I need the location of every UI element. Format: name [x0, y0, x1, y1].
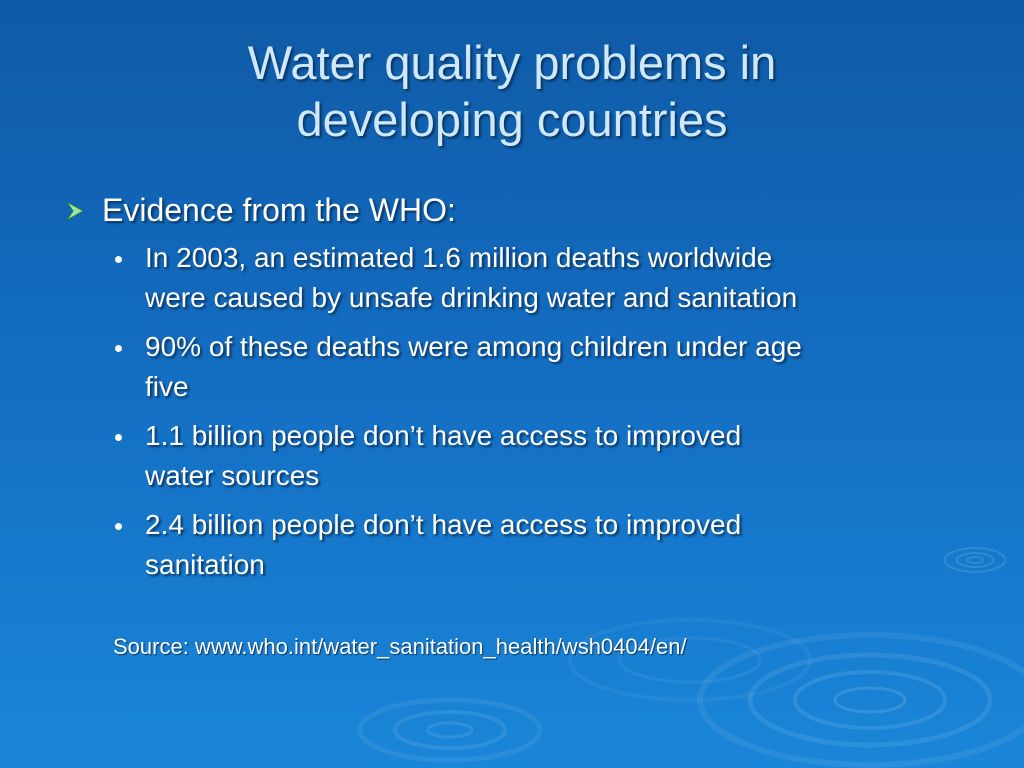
list-item-line: 2.4 billion people don’t have access to … [145, 509, 742, 540]
slide-title: Water quality problems in developing cou… [0, 34, 1024, 148]
bullet-list: In 2003, an estimated 1.6 million deaths… [60, 238, 960, 585]
list-item-line: were caused by unsafe drinking water and… [145, 282, 798, 313]
dot-icon [115, 345, 122, 352]
slide-content: Evidence from the WHO: In 2003, an estim… [60, 190, 960, 594]
dot-icon [115, 256, 122, 263]
heading-text: Evidence from the WHO: [102, 192, 456, 228]
title-line: developing countries [296, 93, 728, 146]
list-item-line: water sources [145, 460, 320, 491]
list-item: 1.1 billion people don’t have access to … [60, 416, 960, 496]
arrow-right-icon [66, 201, 85, 221]
list-item-line: five [145, 371, 189, 402]
list-item-line: 1.1 billion people don’t have access to … [145, 420, 742, 451]
dot-icon [115, 523, 122, 530]
list-item-line: sanitation [145, 549, 265, 580]
list-item: In 2003, an estimated 1.6 million deaths… [60, 238, 960, 318]
source-citation: Source: www.who.int/water_sanitation_hea… [113, 634, 687, 659]
title-line: Water quality problems in [247, 36, 777, 89]
list-item-line: In 2003, an estimated 1.6 million deaths… [145, 242, 773, 273]
dot-icon [115, 434, 122, 441]
list-item: 2.4 billion people don’t have access to … [60, 505, 960, 585]
list-item-line: 90% of these deaths were among children … [145, 331, 802, 362]
list-item: 90% of these deaths were among children … [60, 327, 960, 407]
heading-bullet: Evidence from the WHO: [60, 190, 960, 230]
